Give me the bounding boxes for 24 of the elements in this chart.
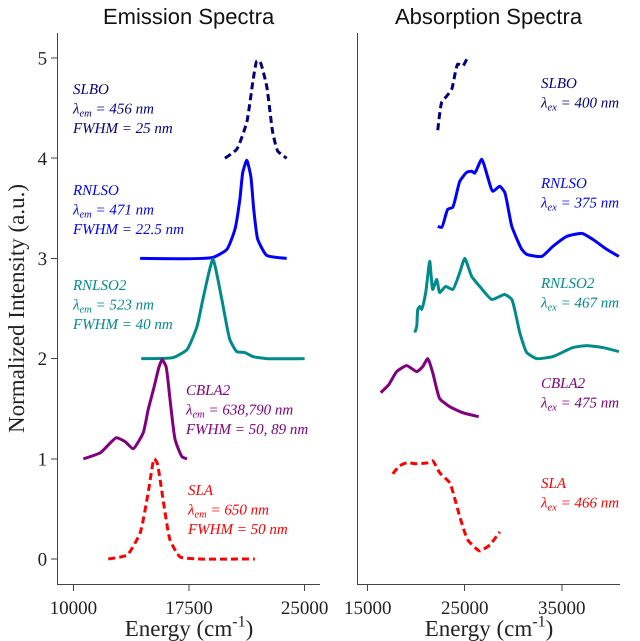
chart-title: Emission Spectra xyxy=(103,4,275,29)
annotation: SLBO λ$_{em}$ = 456 nm FWHM = 25 nm xyxy=(72,82,173,137)
annotation: RNLSO λ$_{em}$ = 471 nm FWHM = 22.5 nm xyxy=(72,183,184,238)
y-axis-title: Normalized Intensity (a.u.) xyxy=(4,184,30,434)
y-tick-label: 5 xyxy=(38,48,48,70)
line-series xyxy=(223,59,288,160)
annotation: SLA λ$_{em}$ = 650 nm FWHM = 50 nm xyxy=(187,483,288,538)
y-tick-label: 3 xyxy=(38,249,48,270)
annotation: CBLA2 λ$_{em}$ = 638,790 nm FWHM = 50, 89 nm xyxy=(185,383,308,438)
y-tick-label: 2 xyxy=(38,349,48,370)
y-tick-label: 4 xyxy=(38,148,48,170)
annotation: RNLSO2 λ$_{ex}$ = 467 nm xyxy=(540,276,620,314)
annotation: SLBO λ$_{ex}$ = 400 nm xyxy=(540,76,620,114)
x-tick-label: 10000 xyxy=(50,598,98,619)
x-tick-label: 25000 xyxy=(280,598,328,619)
y-tick-label: 1 xyxy=(38,449,48,470)
y-tick-label: 0 xyxy=(38,550,48,571)
annotation: CBLA2 λ$_{ex}$ = 475 nm xyxy=(540,376,620,414)
annotation: SLA λ$_{ex}$ = 466 nm xyxy=(540,476,620,514)
annotation: RNLSO λ$_{ex}$ = 375 nm xyxy=(540,176,620,214)
annotation: RNLSO2 λ$_{em}$ = 523 nm FWHM = 40 nm xyxy=(72,278,173,333)
x-tick-label: 25000 xyxy=(440,598,488,619)
chart-title: Absorption Spectra xyxy=(395,4,583,29)
x-tick-label: 15000 xyxy=(344,598,392,619)
